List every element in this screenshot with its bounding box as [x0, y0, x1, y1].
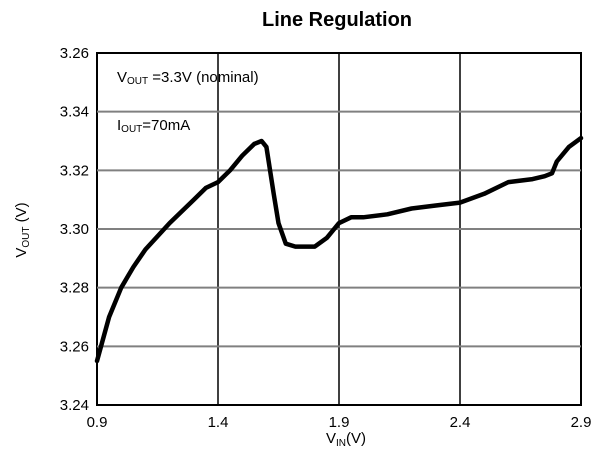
annotation-vout-nominal: VOUT =3.3V (nominal) [117, 69, 259, 87]
x-axis-label: VIN(V) [326, 430, 366, 449]
grid [96, 52, 582, 406]
y-tick-label: 3.26 [60, 338, 89, 355]
y-tick-label: 3.28 [60, 280, 89, 297]
x-tick-label: 2.4 [450, 414, 471, 431]
y-tick-labels: 3.24 3.26 3.28 3.30 3.32 3.34 3.26 [60, 45, 89, 414]
y-tick-label: 3.32 [60, 162, 89, 179]
chart-title: Line Regulation [262, 9, 412, 31]
y-tick-label: 3.26 [60, 45, 89, 62]
x-tick-label: 2.9 [571, 414, 592, 431]
x-tick-label: 1.9 [329, 414, 350, 431]
annotation-iout: IOUT=70mA [117, 117, 190, 135]
series-line [94, 135, 584, 364]
x-tick-labels: 0.9 1.4 1.9 2.4 2.9 [87, 414, 592, 431]
x-tick-label: 0.9 [87, 414, 108, 431]
x-tick-label: 1.4 [208, 414, 229, 431]
plot-area [94, 135, 584, 364]
y-tick-label: 3.30 [60, 221, 89, 238]
y-axis-label: VOUT (V) [13, 202, 32, 257]
y-tick-label: 3.34 [60, 104, 89, 121]
y-tick-label: 3.24 [60, 397, 89, 414]
